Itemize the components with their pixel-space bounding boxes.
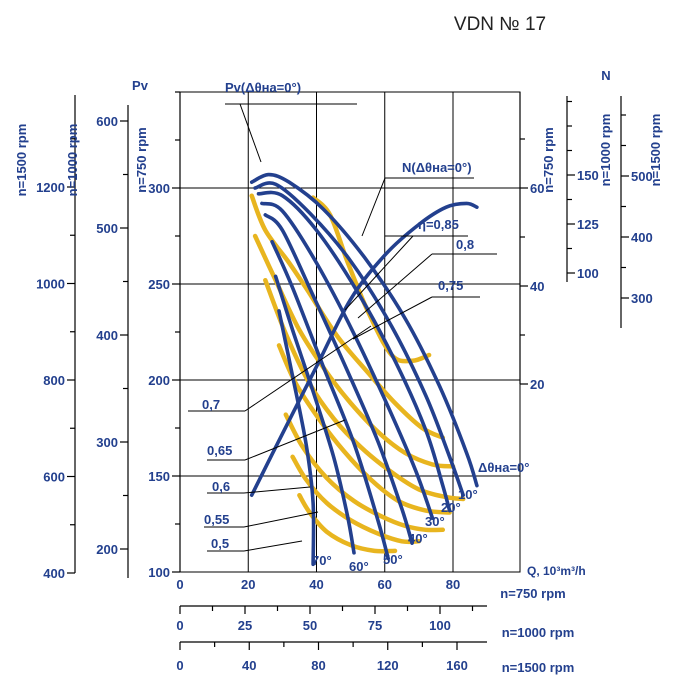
pressure-curve-0 (249, 172, 479, 488)
power-scale-name: n=750 rpm (541, 127, 556, 192)
blade-angle-label: Δθнa=0° (478, 460, 529, 475)
efficiency-curve-0-65 (276, 343, 452, 515)
pressure-tick-label: 1200 (36, 180, 65, 195)
pressure-curve-40 (263, 213, 414, 545)
leader-line (243, 486, 311, 494)
flow-scale-name: n=1000 rpm (502, 625, 575, 640)
pressure-tick-label: 1000 (36, 277, 65, 292)
flow-scale-name: n=750 rpm (500, 586, 565, 601)
flow-tick-label: 60 (378, 577, 392, 592)
blade-angle-label: 20° (441, 500, 461, 515)
pressure-tick-label: 800 (43, 373, 65, 388)
curve-label-0-85: η=0,85 (418, 217, 459, 232)
flow-tick-label: 100 (429, 618, 451, 633)
pressure-curve-60 (273, 274, 356, 555)
curve-label-0-5: 0,5 (211, 536, 229, 551)
power-tick-label: 150 (577, 168, 599, 183)
flow-tick-label: 160 (446, 658, 468, 673)
power-tick-label: 125 (577, 217, 599, 232)
leader-line (357, 253, 433, 319)
efficiency-curve-0-7 (263, 277, 466, 502)
leader-line (361, 177, 386, 237)
leader-line (244, 419, 346, 461)
flow-tick-label: 0 (176, 658, 183, 673)
power-tick-label: 300 (631, 291, 653, 306)
curve-label-0-7: 0,7 (202, 397, 220, 412)
flow-tick-label: 120 (377, 658, 399, 673)
power-scale-name: n=1000 rpm (598, 114, 613, 187)
power-tick-label: 60 (530, 181, 544, 196)
flow-tick-label: 50 (303, 618, 317, 633)
curve-label-pv-0: Pv(Δθнa=0°) (225, 80, 301, 95)
flow-tick-label: 25 (238, 618, 252, 633)
flow-scale-name: n=1500 rpm (502, 660, 575, 675)
axes-layer (67, 91, 629, 650)
power-tick-label: 20 (530, 377, 544, 392)
power-curve (249, 201, 479, 497)
blade-angle-label: 60° (349, 559, 369, 574)
right-axis-label: N (601, 68, 610, 83)
efficiency-curve-0-6 (283, 412, 446, 533)
flow-tick-label: 40 (242, 658, 256, 673)
flow-tick-label: 75 (368, 618, 382, 633)
pressure-curves-layer (249, 172, 479, 567)
pressure-tick-label: 300 (96, 435, 118, 450)
power-tick-label: 500 (631, 169, 653, 184)
y-axis-label: Pv (132, 78, 149, 93)
blade-angle-label: 40° (408, 531, 428, 546)
curve-label-0-8: 0,8 (456, 237, 474, 252)
pressure-tick-label: 600 (96, 114, 118, 129)
pressure-tick-label: 300 (148, 181, 170, 196)
blade-angle-label: 10° (458, 487, 478, 502)
pressure-tick-label: 200 (148, 373, 170, 388)
leader-line (243, 540, 303, 552)
pressure-curve-70 (277, 309, 316, 567)
leader-line (239, 103, 262, 163)
power-tick-label: 400 (631, 230, 653, 245)
power-scale-name: n=1500 rpm (648, 114, 663, 187)
curve-label-0-55: 0,55 (204, 512, 229, 527)
flow-tick-label: 40 (309, 577, 323, 592)
pressure-tick-label: 600 (43, 470, 65, 485)
curve-label-0-6: 0,6 (212, 479, 230, 494)
pressure-tick-label: 100 (148, 565, 170, 580)
efficiency-curve-0-5 (297, 492, 398, 554)
flow-tick-label: 0 (176, 577, 183, 592)
leader-line (352, 296, 433, 340)
power-tick-label: 100 (577, 266, 599, 281)
leader-line (344, 235, 414, 311)
pressure-tick-label: 250 (148, 277, 170, 292)
pressure-tick-label: 400 (96, 328, 118, 343)
curve-label-n-0: N(Δθнa=0°) (402, 160, 472, 175)
pressure-tick-label: 400 (43, 566, 65, 581)
flow-tick-label: 80 (311, 658, 325, 673)
flow-tick-label: 0 (176, 618, 183, 633)
leader-line (244, 325, 372, 412)
leader-line (243, 511, 319, 528)
pressure-scale-name: n=1500 rpm (14, 124, 29, 197)
pressure-tick-label: 200 (96, 542, 118, 557)
pressure-tick-label: 500 (96, 221, 118, 236)
pressure-scale-name: n=750 rpm (134, 127, 149, 192)
x-axis-label: Q, 10³m³/h (527, 564, 586, 578)
pressure-curve-10 (253, 181, 465, 497)
flow-tick-label: 80 (446, 577, 460, 592)
pressure-curve-50 (270, 240, 390, 561)
efficiency-curve-0-8 (249, 193, 446, 440)
curve-label-0-65: 0,65 (207, 443, 232, 458)
leader-lines-layer (188, 103, 497, 552)
pressure-tick-label: 150 (148, 469, 170, 484)
blade-angle-label: 30° (425, 514, 445, 529)
pressure-scale-name: n=1000 rpm (65, 124, 80, 197)
chart-title: VDN № 17 (454, 14, 546, 35)
pressure-curve-30 (260, 201, 435, 520)
blade-angle-label: 70° (312, 553, 332, 568)
curve-label-0-75: 0,75 (438, 278, 463, 293)
efficiency-curve-0-55 (290, 454, 422, 545)
blade-angle-label: 50° (383, 552, 403, 567)
power-tick-label: 40 (530, 279, 544, 294)
flow-tick-label: 20 (241, 577, 255, 592)
